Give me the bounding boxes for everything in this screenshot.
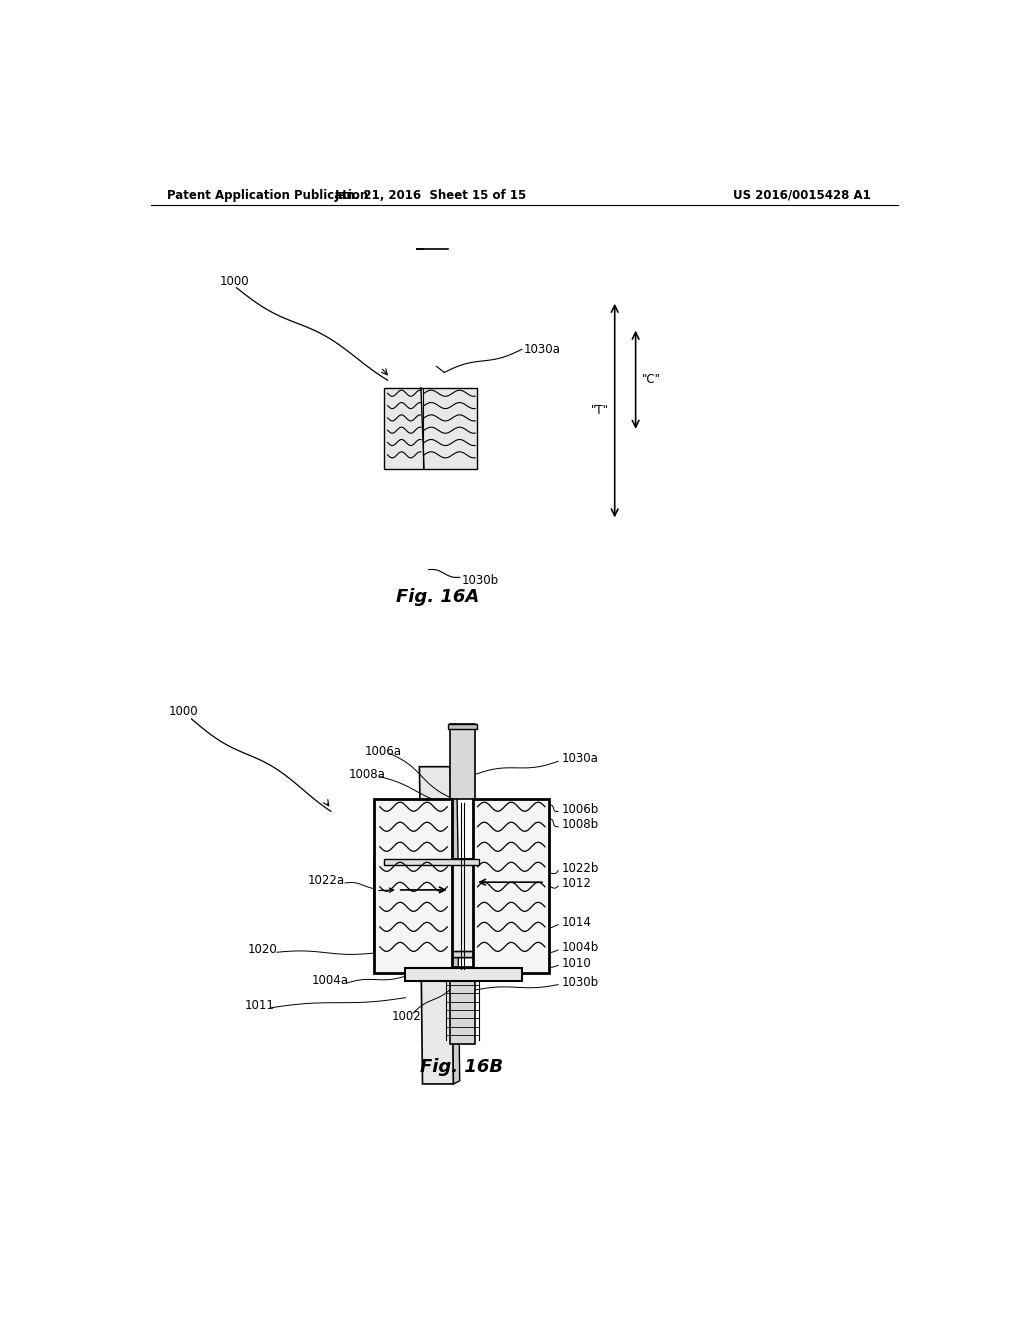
Text: 1030b: 1030b xyxy=(562,975,599,989)
Polygon shape xyxy=(375,952,490,958)
Text: 1008b: 1008b xyxy=(562,818,599,832)
Text: US 2016/0015428 A1: US 2016/0015428 A1 xyxy=(733,189,871,202)
Text: 1020: 1020 xyxy=(248,944,278,957)
Text: 1012: 1012 xyxy=(562,878,592,890)
Text: Fig. 16A: Fig. 16A xyxy=(396,589,479,606)
Bar xyxy=(450,966,475,1044)
Bar xyxy=(449,725,477,729)
Text: 1022b: 1022b xyxy=(562,862,599,875)
Bar xyxy=(450,725,475,799)
Text: 1011: 1011 xyxy=(245,999,274,1012)
Text: 1000: 1000 xyxy=(168,705,198,718)
Text: 1008a: 1008a xyxy=(349,768,386,781)
Text: 1022a: 1022a xyxy=(308,874,345,887)
Polygon shape xyxy=(375,859,484,952)
Text: Jan. 21, 2016  Sheet 15 of 15: Jan. 21, 2016 Sheet 15 of 15 xyxy=(334,189,526,202)
Text: 1010: 1010 xyxy=(562,957,592,970)
Text: Patent Application Publication: Patent Application Publication xyxy=(167,189,368,202)
Text: 1030a: 1030a xyxy=(523,343,560,356)
Bar xyxy=(473,799,549,973)
Text: Fig. 16B: Fig. 16B xyxy=(420,1059,503,1076)
Text: 1006a: 1006a xyxy=(365,744,401,758)
Polygon shape xyxy=(452,945,460,1084)
Polygon shape xyxy=(484,859,490,958)
Bar xyxy=(406,969,521,981)
Bar xyxy=(384,388,477,469)
Text: 1002: 1002 xyxy=(391,1010,421,1023)
Polygon shape xyxy=(420,767,452,867)
Text: 1030b: 1030b xyxy=(461,574,499,587)
Text: 1014: 1014 xyxy=(562,916,592,929)
Text: "C": "C" xyxy=(642,372,660,385)
Polygon shape xyxy=(451,767,458,867)
Text: "T": "T" xyxy=(591,404,608,417)
Polygon shape xyxy=(421,945,454,1084)
Polygon shape xyxy=(384,859,479,866)
Text: 1000: 1000 xyxy=(219,275,249,288)
Text: 1004b: 1004b xyxy=(562,941,599,954)
Bar xyxy=(375,799,452,973)
Text: 1006b: 1006b xyxy=(562,803,599,816)
Text: 1030a: 1030a xyxy=(562,752,599,766)
Text: 1004a: 1004a xyxy=(311,974,349,987)
